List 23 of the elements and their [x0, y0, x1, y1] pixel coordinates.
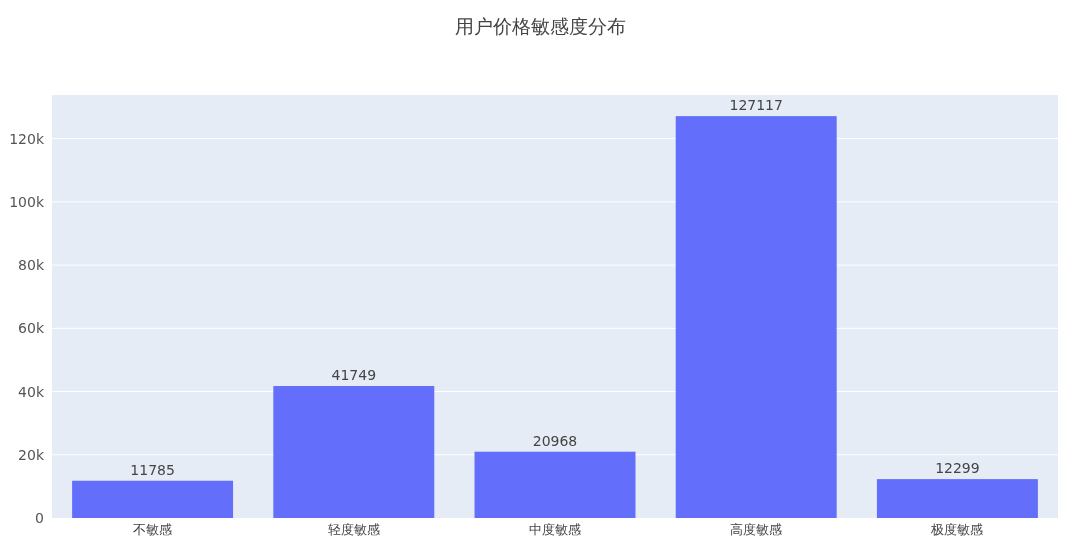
y-tick-label: 100k — [9, 193, 45, 210]
y-tick-label: 80k — [18, 257, 45, 274]
data-label: 127117 — [729, 97, 783, 114]
x-tick-label: 中度敏感 — [529, 522, 581, 537]
bar — [72, 480, 234, 518]
bar — [273, 386, 435, 518]
x-tick-label: 极度敏感 — [930, 522, 984, 537]
bar — [876, 479, 1038, 518]
y-tick-label: 0 — [35, 510, 44, 526]
x-tick-label: 不敏感 — [133, 522, 173, 537]
y-tick-label: 40k — [18, 383, 45, 400]
y-tick-label: 120k — [9, 130, 45, 147]
x-tick-label: 轻度敏感 — [327, 522, 380, 537]
chart-title: 用户价格敏感度分布 — [454, 15, 626, 37]
y-tick-label: 60k — [18, 320, 45, 337]
data-label: 41749 — [331, 367, 377, 384]
data-label: 20968 — [532, 432, 578, 449]
x-tick-label: 高度敏感 — [730, 522, 783, 537]
data-label: 11785 — [130, 461, 175, 478]
bar — [474, 451, 636, 518]
bar — [675, 116, 837, 518]
y-tick-label: 20k — [18, 446, 45, 463]
data-label: 12299 — [935, 460, 980, 477]
